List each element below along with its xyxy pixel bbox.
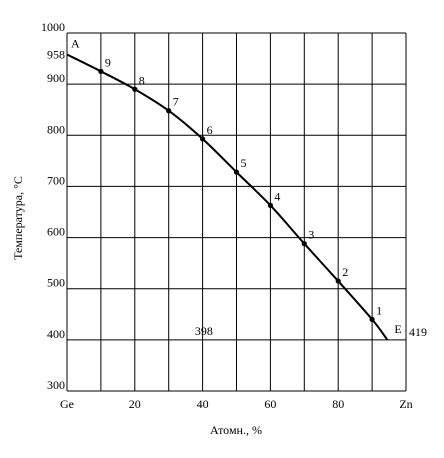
data-point-9 [98, 68, 104, 74]
y-tick-label-6: 900 [47, 71, 65, 85]
data-point-label-9: 9 [105, 55, 111, 69]
data-point-1 [369, 316, 375, 322]
data-point-5 [233, 169, 240, 175]
data-point-6 [200, 136, 206, 142]
y-tick-label-2: 500 [47, 276, 65, 290]
y-tick-label-3: 600 [47, 225, 65, 239]
annotation-2: 398 [195, 324, 213, 338]
markers-layer: 9 8 7 6 5 4 3 2 1 [98, 55, 382, 322]
y-axis-title: Температура, °С [11, 176, 25, 260]
data-point-label-8: 8 [139, 73, 145, 87]
annotation-3: 419 [409, 325, 427, 339]
data-point-label-3: 3 [308, 228, 314, 242]
grid [66, 32, 407, 392]
y-tick-label-0: 300 [47, 378, 65, 392]
data-point-label-4: 4 [274, 189, 280, 203]
data-point-label-2: 2 [342, 265, 348, 279]
data-point-label-7: 7 [173, 95, 179, 109]
x-tick-label-2: 40 [197, 397, 209, 411]
data-point-label-1: 1 [376, 303, 382, 317]
x-tick-label-0: Ge [60, 397, 74, 411]
y-tick-label-4: 700 [47, 173, 65, 187]
annotation-0: A [71, 36, 80, 50]
data-point-8 [132, 86, 138, 92]
x-tick-label-3: 60 [264, 397, 276, 411]
y-tick-label-1: 400 [47, 327, 65, 341]
data-point-4 [267, 202, 273, 208]
x-axis-title: Атомн., % [210, 423, 262, 437]
data-point-7 [166, 108, 172, 114]
data-point-3 [301, 241, 307, 247]
liquidus-curve [66, 53, 389, 341]
data-point-2 [335, 278, 341, 284]
y-tick-label-extra: 958 [47, 47, 65, 61]
curve-layer [66, 53, 389, 341]
x-tick-label-5: Zn [399, 397, 412, 411]
x-tick-label-1: 20 [129, 397, 141, 411]
x-tick-label-4: 80 [332, 397, 344, 411]
y-tick-label-5: 800 [47, 122, 65, 136]
data-point-label-6: 6 [207, 123, 213, 137]
annotation-1: E [394, 322, 401, 336]
y-tick-label-7: 1000 [41, 20, 65, 34]
data-point-label-5: 5 [241, 156, 247, 170]
